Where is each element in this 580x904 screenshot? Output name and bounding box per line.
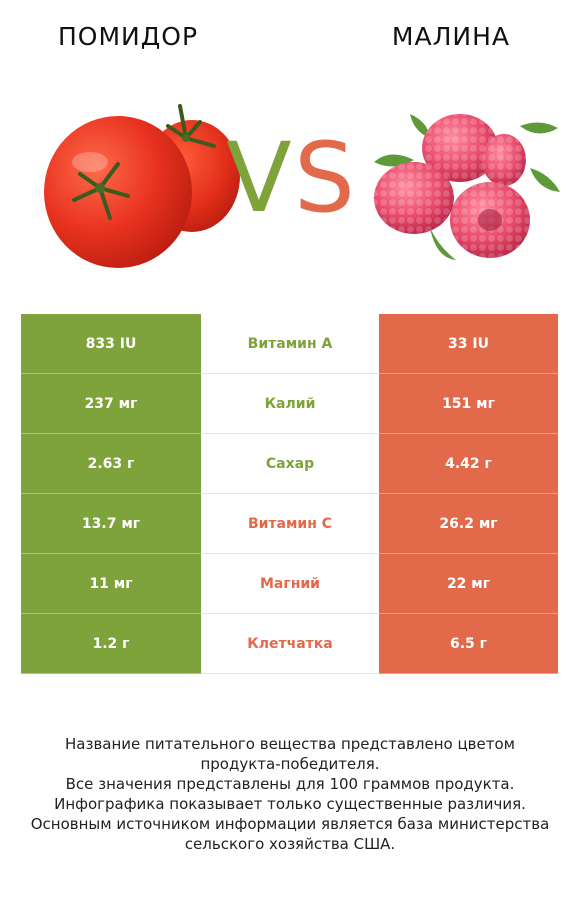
tomato-value: 1.2 г [21, 614, 201, 674]
tomato-value: 13.7 мг [21, 494, 201, 554]
left-product-title: ПОМИДОР [58, 22, 199, 51]
vs-letter-s: S [294, 122, 355, 234]
right-product-title: МАЛИНА [391, 22, 510, 51]
nutrient-name: Клетчатка [201, 614, 379, 674]
footnote-line: Инфографика показывает только существенн… [54, 795, 526, 813]
footnote-line: Название питательного вещества представл… [65, 735, 515, 753]
footnote-line: Основным источником информации является … [30, 815, 550, 833]
raspberry-value: 33 IU [379, 314, 558, 374]
nutrient-name: Калий [201, 374, 379, 434]
raspberry-value: 4.42 г [379, 434, 558, 494]
raspberry-value: 22 мг [379, 554, 558, 614]
tomato-value: 2.63 г [21, 434, 201, 494]
tomato-value: 237 мг [21, 374, 201, 434]
nutrient-name: Витамин A [201, 314, 379, 374]
footnote: Название питательного вещества представл… [10, 734, 570, 854]
raspberry-value: 151 мг [379, 374, 558, 434]
footnote-line: сельского хозяйства США. [184, 835, 396, 853]
nutrient-name: Магний [201, 554, 379, 614]
tomato-image [44, 104, 240, 268]
table-row: 2.63 г Сахар 4.42 г [21, 434, 558, 494]
raspberry-value: 6.5 г [379, 614, 558, 674]
footnote-line: продукта-победителя. [200, 755, 380, 773]
tomato-value: 11 мг [21, 554, 201, 614]
comparison-table: 833 IU Витамин A 33 IU 237 мг Калий 151 мг 2.6… [21, 314, 558, 674]
table-row: 11 мг Магний 22 мг [21, 554, 558, 614]
tomato-value: 833 IU [21, 314, 201, 374]
footnote-line: Все значения представлены для 100 граммо… [65, 775, 515, 793]
raspberry-value: 26.2 мг [379, 494, 558, 554]
table-row: 237 мг Калий 151 мг [21, 374, 558, 434]
table-row: 1.2 г Клетчатка 6.5 г [21, 614, 558, 674]
table-row: 13.7 мг Витамин C 26.2 мг [21, 494, 558, 554]
vs-letter-v: V [226, 122, 292, 234]
nutrient-name: Сахар [201, 434, 379, 494]
raspberry-image [374, 114, 560, 260]
table-row: 833 IU Витамин A 33 IU [21, 314, 558, 374]
nutrient-name: Витамин C [201, 494, 379, 554]
